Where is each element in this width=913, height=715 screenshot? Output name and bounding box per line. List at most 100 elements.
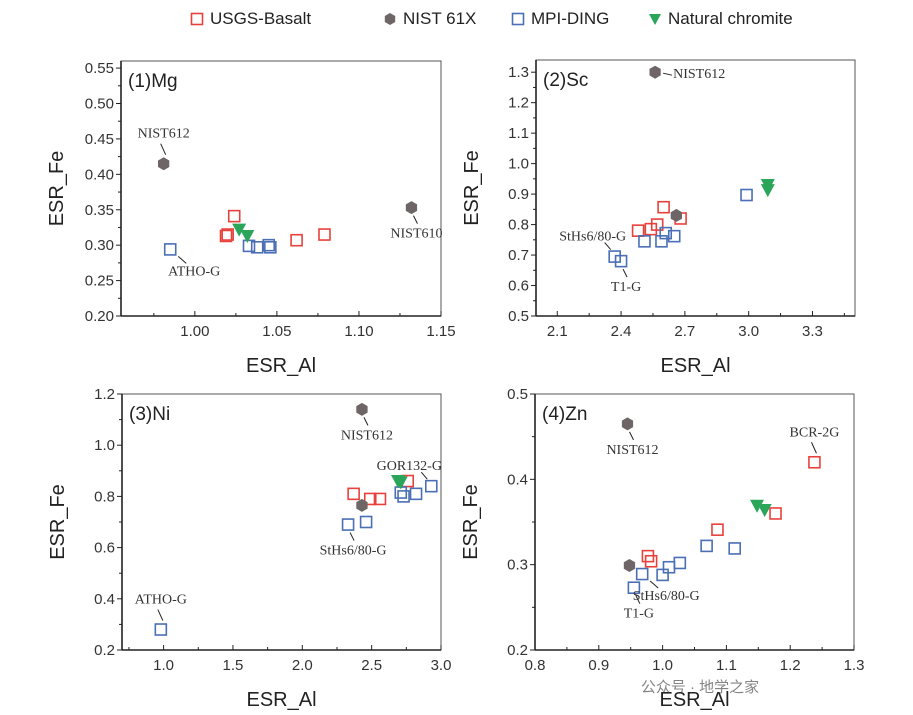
x-tick-label: 1.10 bbox=[344, 323, 373, 340]
open-square-icon bbox=[511, 12, 525, 26]
y-tick-label: 0.2 bbox=[507, 642, 528, 659]
data-point-natural-chromite bbox=[240, 229, 255, 243]
data-point-usgs-basalt bbox=[650, 218, 664, 231]
data-point-mpi-ding bbox=[667, 229, 681, 243]
x-tick-label: 1.5 bbox=[223, 657, 244, 674]
y-axis-title: ESR_Fe bbox=[460, 484, 482, 560]
data-point-usgs-basalt bbox=[347, 487, 360, 501]
data-point-usgs-basalt bbox=[219, 229, 233, 243]
data-point-mpi-ding bbox=[409, 487, 423, 501]
legend-label: USGS-Basalt bbox=[210, 9, 312, 28]
legend-label: Natural chromite bbox=[668, 9, 793, 28]
y-tick-label: 1.2 bbox=[508, 95, 529, 112]
x-tick-label: 1.0 bbox=[153, 657, 174, 674]
data-point-nist-61x bbox=[621, 417, 634, 431]
legend-item-natural-chromite: Natural chromite bbox=[648, 9, 793, 29]
data-point-mpi-ding bbox=[262, 238, 275, 252]
annotation-arrow bbox=[420, 471, 428, 480]
y-tick-label: 0.6 bbox=[508, 278, 529, 295]
y-tick-label: 0.3 bbox=[507, 557, 528, 574]
x-tick-label: 1.0 bbox=[652, 657, 673, 674]
y-tick-label: 0.5 bbox=[508, 308, 529, 325]
data-point-nist-61x bbox=[649, 65, 661, 79]
annotation-label: BCR-2G bbox=[790, 425, 840, 440]
annotation-label: NIST612 bbox=[341, 428, 393, 443]
y-tick-label: 0.45 bbox=[85, 131, 114, 148]
annotation-arrow bbox=[604, 242, 612, 250]
data-point-usgs-basalt bbox=[318, 228, 331, 241]
legend-item-mpi-ding: MPI-DING bbox=[511, 9, 609, 29]
x-axis-title: ESR_Al bbox=[246, 689, 316, 711]
annotation-arrow bbox=[349, 532, 355, 541]
x-tick-label: 3.3 bbox=[802, 323, 823, 340]
annotation-arrow bbox=[160, 143, 167, 155]
data-point-mpi-ding bbox=[341, 518, 355, 531]
annotation-label: ATHO-G bbox=[168, 264, 220, 279]
annotation-label: NIST612 bbox=[673, 67, 725, 82]
y-tick-label: 1.3 bbox=[508, 64, 529, 81]
y-tick-label: 0.8 bbox=[94, 488, 115, 505]
data-point-mpi-ding bbox=[614, 254, 628, 268]
x-tick-label: 2.5 bbox=[361, 657, 382, 674]
data-point-mpi-ding bbox=[662, 560, 676, 574]
annotation-arrow bbox=[622, 268, 628, 278]
x-tick-label: 2.4 bbox=[611, 323, 632, 340]
y-tick-label: 0.25 bbox=[85, 273, 114, 290]
annotation-arrow bbox=[649, 580, 659, 589]
y-tick-label: 0.9 bbox=[508, 186, 529, 203]
annotation-arrow bbox=[413, 215, 418, 224]
data-point-mpi-ding bbox=[264, 240, 277, 254]
data-point-mpi-ding bbox=[656, 568, 669, 582]
annotation-label: T1-G bbox=[611, 280, 641, 295]
annotation-label: T1-G bbox=[624, 607, 654, 622]
data-point-usgs-basalt bbox=[657, 200, 670, 214]
annotation-label: NIST612 bbox=[138, 127, 190, 142]
data-point-nist-61x bbox=[356, 402, 368, 416]
y-tick-label: 0.55 bbox=[85, 60, 114, 77]
y-tick-label: 1.1 bbox=[508, 125, 529, 142]
y-tick-label: 0.7 bbox=[508, 247, 529, 264]
data-point-nist-61x bbox=[405, 201, 418, 215]
x-tick-label: 1.05 bbox=[262, 323, 291, 340]
x-tick-label: 1.2 bbox=[780, 657, 801, 674]
panel-3: 1.0 1.5 2.0 2.5 3.0 0.2 0.4 0.6 0.8 1.0 1.2 ESR_Al E… bbox=[47, 386, 451, 711]
data-point-mpi-ding bbox=[728, 542, 741, 555]
data-point-natural-chromite bbox=[760, 184, 775, 198]
annotation-arrow bbox=[157, 609, 164, 621]
x-tick-label: 2.0 bbox=[292, 657, 313, 674]
down-triangle-icon bbox=[649, 14, 661, 25]
data-point-usgs-basalt bbox=[711, 523, 724, 536]
data-point-mpi-ding bbox=[635, 567, 649, 581]
data-point-mpi-ding bbox=[397, 490, 410, 503]
x-tick-label: 2.1 bbox=[547, 323, 568, 340]
data-point-mpi-ding bbox=[740, 188, 753, 202]
plot-frame bbox=[535, 59, 856, 317]
annotation-arrow bbox=[635, 595, 641, 604]
x-axis-title: ESR_Al bbox=[660, 355, 730, 377]
y-tick-label: 0.2 bbox=[94, 642, 115, 659]
data-point-nist-61x bbox=[670, 208, 682, 222]
data-point-nist-61x bbox=[158, 157, 170, 171]
data-point-mpi-ding bbox=[608, 250, 621, 263]
y-tick-label: 1.0 bbox=[94, 437, 115, 454]
y-tick-label: 0.30 bbox=[85, 237, 114, 254]
panel-label: (2)Sc bbox=[543, 70, 588, 91]
panel-2: 2.1 2.4 2.7 3.0 3.3 0.5 0.6 0.7 0.8 0.9 1.0 1.1 1.2 1… bbox=[461, 59, 856, 377]
watermark: 公众号 · 地学之家 bbox=[641, 679, 759, 696]
data-point-mpi-ding bbox=[242, 239, 256, 253]
data-point-mpi-ding bbox=[700, 539, 713, 553]
data-point-natural-chromite bbox=[232, 223, 247, 237]
data-point-usgs-basalt bbox=[631, 224, 645, 237]
y-tick-label: 0.20 bbox=[85, 308, 114, 325]
annotation-label: ATHO-G bbox=[135, 593, 187, 608]
annotation-arrow bbox=[177, 256, 187, 264]
x-tick-label: 3.0 bbox=[738, 323, 759, 340]
x-tick-label: 1.1 bbox=[716, 657, 737, 674]
y-tick-label: 0.4 bbox=[507, 471, 528, 488]
x-tick-label: 3.0 bbox=[431, 657, 452, 674]
annotation-arrow bbox=[810, 442, 817, 454]
data-point-usgs-basalt bbox=[221, 228, 234, 241]
legend-label: MPI-DING bbox=[531, 9, 610, 28]
plot-frame bbox=[121, 393, 442, 651]
